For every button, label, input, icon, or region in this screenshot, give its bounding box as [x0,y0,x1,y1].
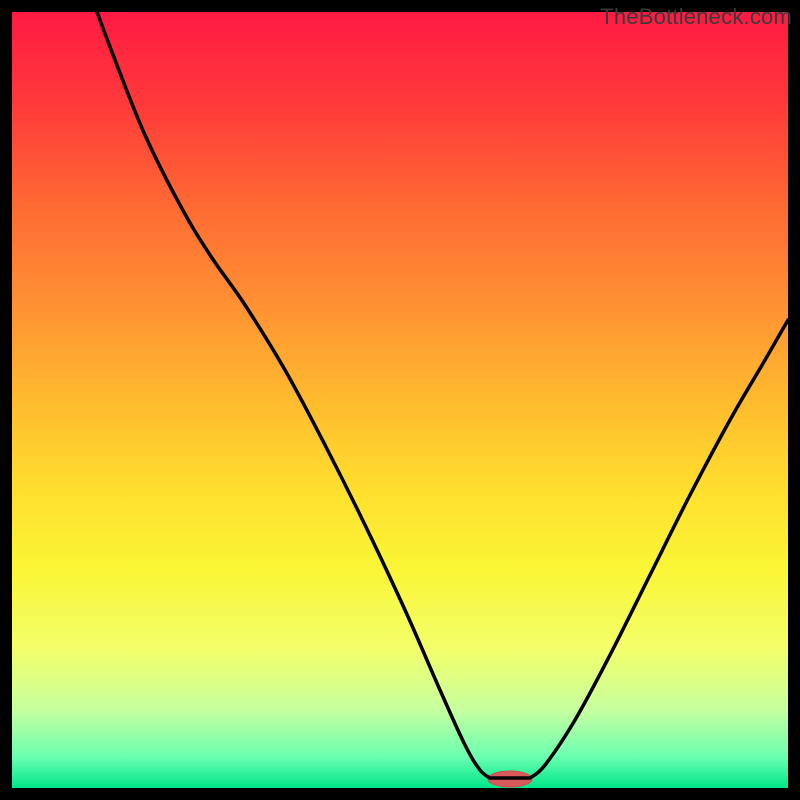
background-rect [12,12,788,788]
bottleneck-chart: TheBottleneck.com [0,0,800,800]
chart-svg [0,0,800,800]
